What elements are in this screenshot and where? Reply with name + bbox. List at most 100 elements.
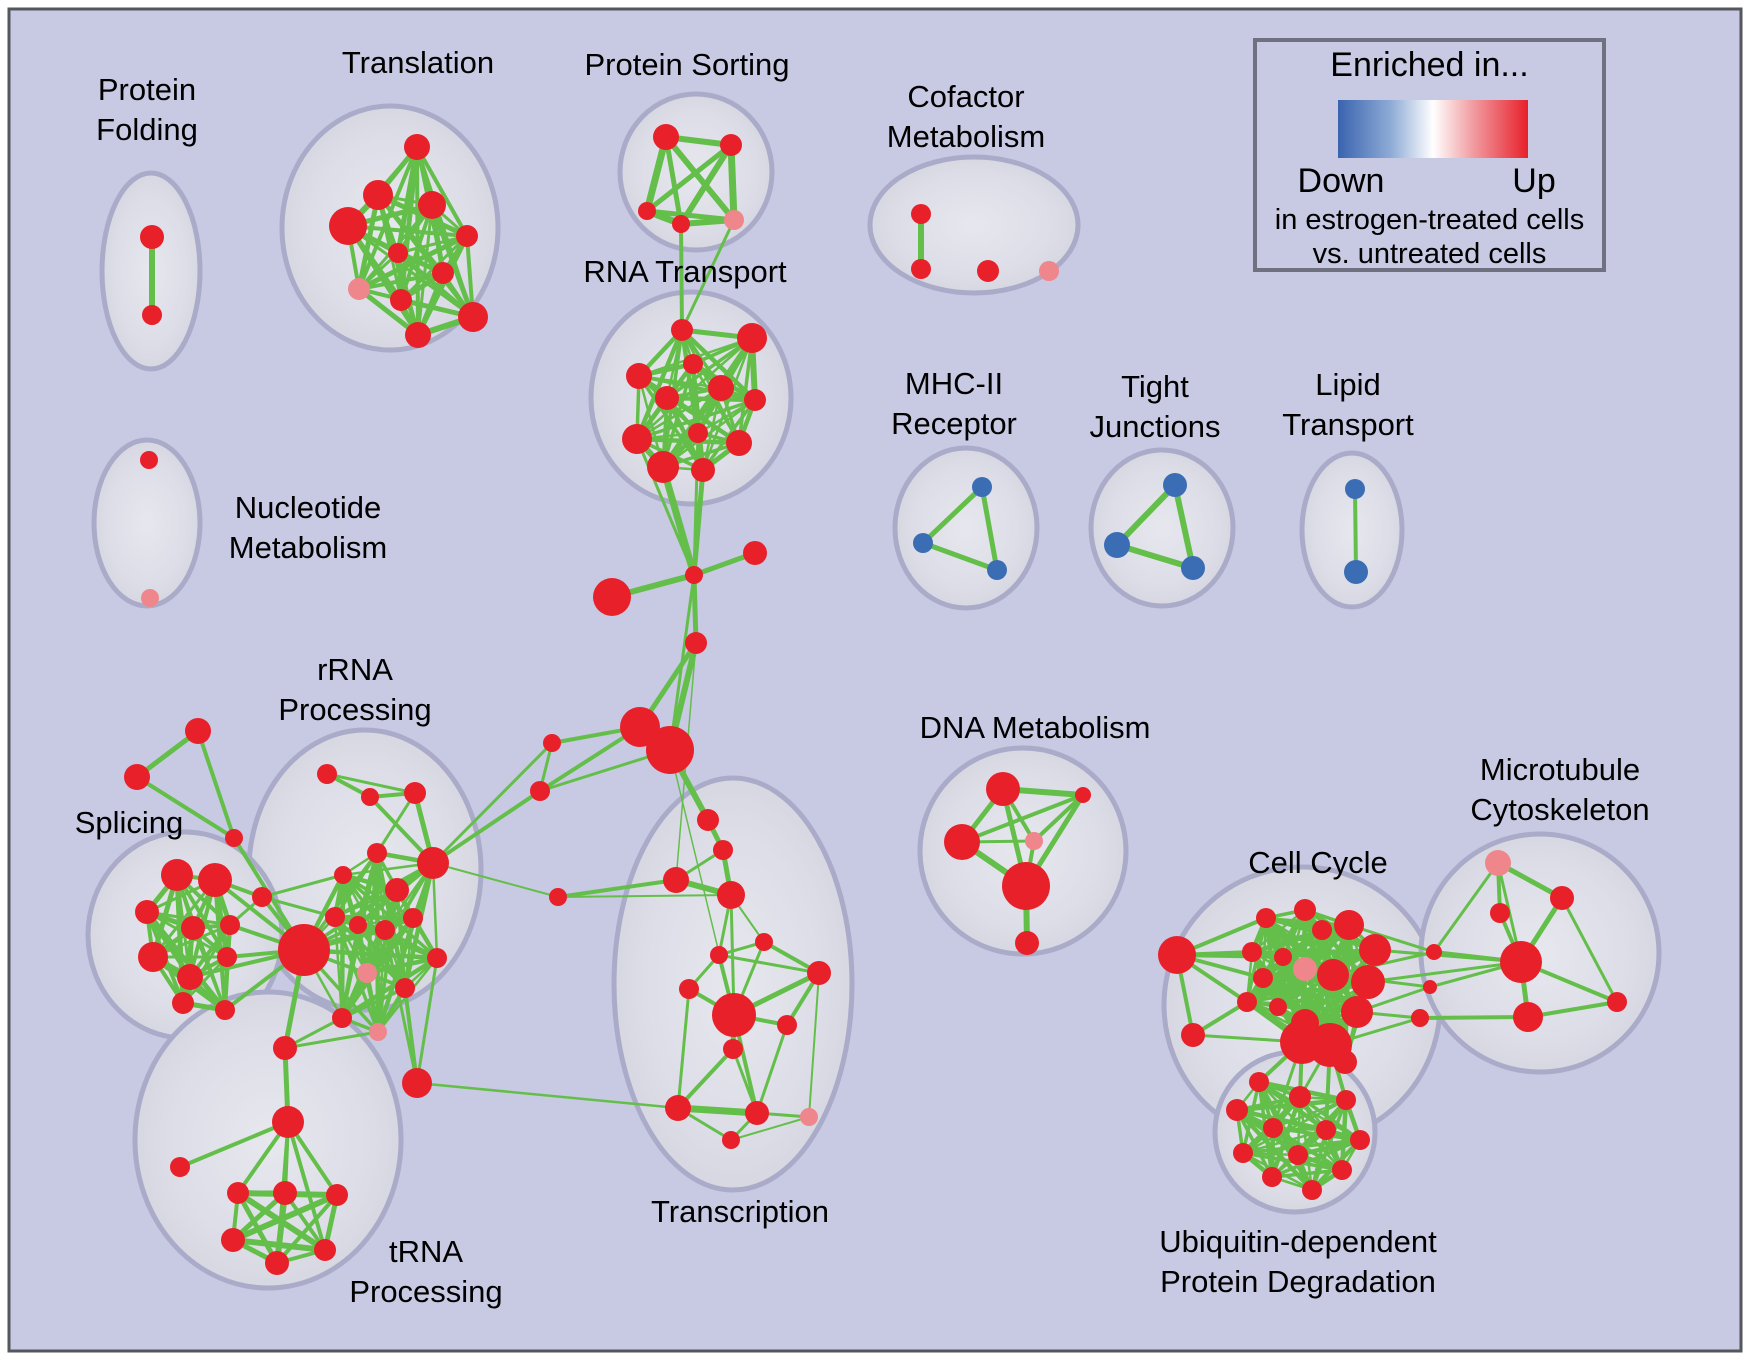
node-sp7[interactable] [138, 942, 168, 972]
node-g3[interactable] [225, 829, 243, 847]
node-v2[interactable] [1289, 1086, 1311, 1108]
node-s1[interactable] [543, 734, 561, 752]
node-r12[interactable] [691, 458, 715, 482]
node-q6[interactable] [1242, 942, 1262, 962]
node-rr5[interactable] [334, 866, 352, 884]
node-v9[interactable] [1288, 1145, 1308, 1165]
node-sp2[interactable] [198, 863, 232, 897]
node-u5[interactable] [265, 1251, 289, 1275]
node-rr13[interactable] [395, 978, 415, 998]
node-rr12[interactable] [357, 963, 377, 983]
node-t6[interactable] [388, 243, 408, 263]
node-q12[interactable] [1269, 998, 1287, 1016]
node-x8[interactable] [679, 979, 699, 999]
node-co1[interactable] [549, 888, 567, 906]
node-t5[interactable] [456, 225, 478, 247]
node-t8[interactable] [348, 278, 370, 300]
node-d4[interactable] [944, 824, 980, 860]
node-sp9[interactable] [217, 947, 237, 967]
node-r9[interactable] [622, 424, 652, 454]
node-pf1[interactable] [140, 225, 164, 249]
node-q8[interactable] [1293, 957, 1317, 981]
node-sp4[interactable] [181, 916, 205, 940]
node-m4[interactable] [1500, 941, 1542, 983]
node-sp11[interactable] [215, 1000, 235, 1020]
node-ps1[interactable] [653, 124, 679, 150]
node-sp8[interactable] [177, 964, 203, 990]
node-r2[interactable] [737, 323, 767, 353]
node-b2[interactable] [1308, 1023, 1352, 1067]
node-rr3[interactable] [404, 782, 426, 804]
node-mh3[interactable] [987, 560, 1007, 580]
node-cc1[interactable] [1158, 936, 1196, 974]
node-q4[interactable] [1334, 910, 1364, 940]
node-q1[interactable] [1256, 908, 1276, 928]
node-r8[interactable] [688, 423, 708, 443]
node-h2[interactable] [646, 726, 694, 774]
node-q7[interactable] [1274, 948, 1292, 966]
node-v4[interactable] [1226, 1099, 1248, 1121]
node-r4[interactable] [655, 386, 679, 410]
node-r3[interactable] [626, 363, 652, 389]
node-c3[interactable] [685, 632, 707, 654]
node-v12[interactable] [1302, 1180, 1322, 1200]
node-sp1[interactable] [161, 859, 193, 891]
node-rr16[interactable] [369, 1023, 387, 1041]
node-m6[interactable] [1607, 992, 1627, 1012]
node-x10[interactable] [777, 1015, 797, 1035]
node-nm2[interactable] [141, 589, 159, 607]
node-d1[interactable] [986, 772, 1020, 806]
node-x6[interactable] [710, 946, 728, 964]
node-c2[interactable] [743, 541, 767, 565]
node-x1[interactable] [697, 809, 719, 831]
node-rr9[interactable] [325, 907, 345, 927]
node-x11[interactable] [723, 1039, 743, 1059]
node-rr2[interactable] [361, 788, 379, 806]
node-u1[interactable] [227, 1182, 249, 1204]
node-rr15[interactable] [332, 1008, 352, 1028]
node-v3[interactable] [1336, 1090, 1356, 1110]
node-q11[interactable] [1237, 992, 1257, 1012]
node-mh2[interactable] [913, 533, 933, 553]
node-m1[interactable] [1485, 850, 1511, 876]
node-conn[interactable] [252, 887, 272, 907]
node-tj3[interactable] [1181, 556, 1205, 580]
node-mh1[interactable] [972, 477, 992, 497]
node-ch2[interactable] [272, 1106, 304, 1138]
node-x9[interactable] [712, 993, 756, 1037]
node-d6[interactable] [1015, 931, 1039, 955]
node-rr1[interactable] [317, 764, 337, 784]
node-q5[interactable] [1359, 934, 1391, 966]
node-rr17[interactable] [402, 1068, 432, 1098]
node-nm1[interactable] [140, 451, 158, 469]
node-q2[interactable] [1294, 899, 1316, 921]
node-pf2[interactable] [142, 305, 162, 325]
node-rr10[interactable] [349, 916, 367, 934]
node-x4[interactable] [717, 881, 745, 909]
node-sp10[interactable] [172, 992, 194, 1014]
node-ch1[interactable] [273, 1036, 297, 1060]
node-cm3[interactable] [977, 260, 999, 282]
node-ps3[interactable] [638, 202, 656, 220]
node-sp3[interactable] [135, 900, 159, 924]
node-s2[interactable] [530, 781, 550, 801]
node-br3[interactable] [1411, 1009, 1429, 1027]
node-x13[interactable] [745, 1101, 769, 1125]
node-br1[interactable] [1426, 944, 1442, 960]
node-rr8[interactable] [403, 908, 423, 928]
node-t7[interactable] [432, 262, 454, 284]
node-q3[interactable] [1312, 920, 1332, 940]
node-rr4[interactable] [367, 843, 387, 863]
node-r10[interactable] [726, 430, 752, 456]
node-x15[interactable] [722, 1131, 740, 1149]
node-v1[interactable] [1249, 1072, 1269, 1092]
node-ps4[interactable] [672, 215, 690, 233]
node-sp5[interactable] [220, 915, 240, 935]
node-m5[interactable] [1513, 1002, 1543, 1032]
node-tj2[interactable] [1104, 532, 1130, 558]
node-cm4[interactable] [1039, 261, 1059, 281]
node-rr14[interactable] [427, 948, 447, 968]
node-r5[interactable] [708, 375, 734, 401]
node-v7[interactable] [1350, 1130, 1370, 1150]
node-u6[interactable] [314, 1239, 336, 1261]
